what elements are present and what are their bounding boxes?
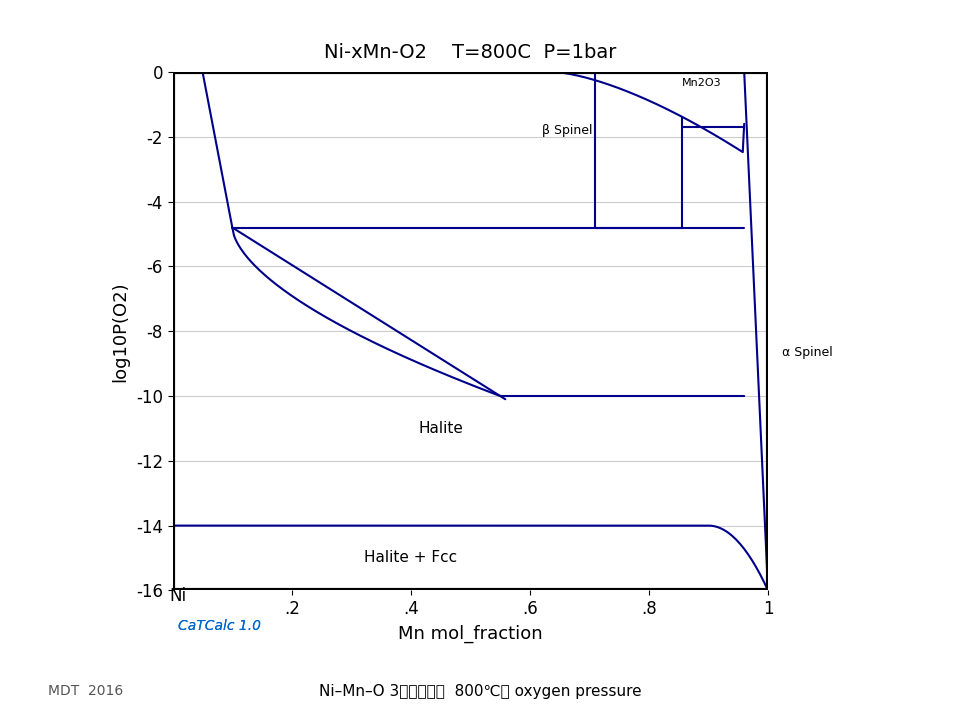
Title: Ni-xMn-O2    T=800C  P=1bar: Ni-xMn-O2 T=800C P=1bar xyxy=(324,43,616,62)
Text: β Spinel: β Spinel xyxy=(541,124,592,137)
Text: α Spinel: α Spinel xyxy=(782,346,833,359)
Text: Ni: Ni xyxy=(169,588,186,606)
Text: Halite: Halite xyxy=(419,421,463,436)
Text: CaTCalc 1.0: CaTCalc 1.0 xyxy=(178,619,260,634)
Text: MDT  2016: MDT 2016 xyxy=(48,684,123,698)
Y-axis label: log10P(O2): log10P(O2) xyxy=(111,281,129,382)
Text: Mn2O3: Mn2O3 xyxy=(682,78,721,89)
X-axis label: Mn mol_fraction: Mn mol_fraction xyxy=(398,625,542,644)
Text: Halite + Fcc: Halite + Fcc xyxy=(364,551,458,565)
Text: CaTCalc 1.0: CaTCalc 1.0 xyxy=(178,619,260,634)
Text: Ni–Mn–O 3元系状態図  800℃， oxygen pressure: Ni–Mn–O 3元系状態図 800℃， oxygen pressure xyxy=(319,684,641,698)
